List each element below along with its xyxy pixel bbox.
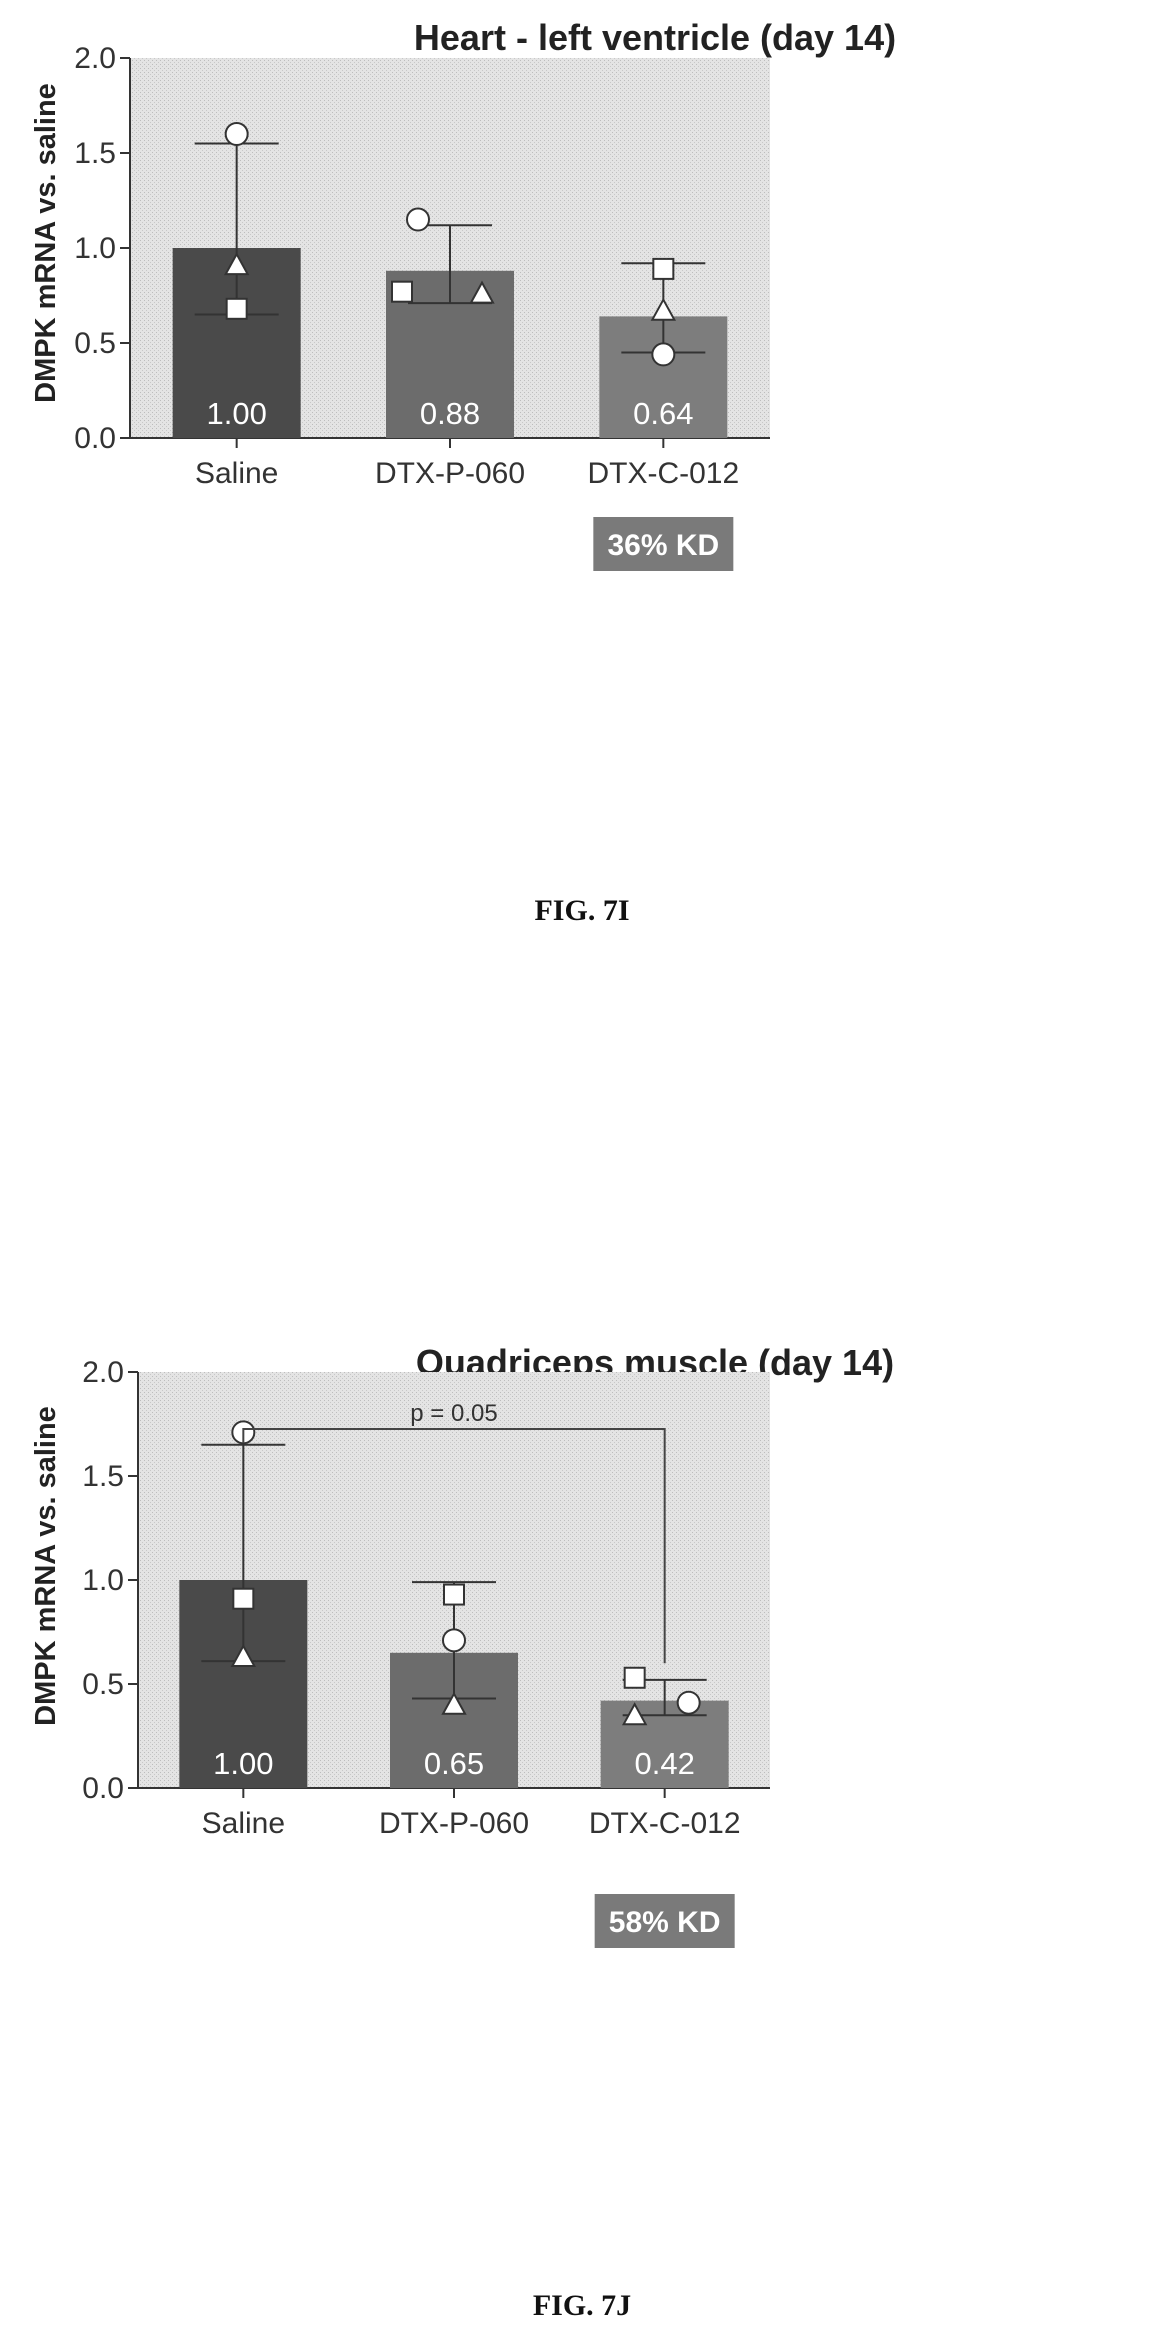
x-tick-label: DTX-P-060 [379, 1807, 529, 1840]
data-point-circle [224, 122, 249, 146]
figure-7i: Heart - left ventricle (day 14) DMPK mRN… [0, 0, 1164, 1000]
significance-label: p = 0.05 [410, 1400, 497, 1427]
data-point-circle [676, 1690, 701, 1715]
data-point-triangle [621, 1702, 648, 1726]
knockdown-badge [594, 1894, 735, 1948]
x-tick-label: Saline [202, 1807, 285, 1840]
data-point-triangle [469, 280, 495, 304]
data-label: 1.00 [206, 396, 266, 431]
data-label: 1.00 [213, 1746, 273, 1781]
plot-area: 0.0 0.5 1.0 1.5 2.0 Saline 1.00 DTX-P-060 0.88 DT… [74, 42, 770, 571]
data-point-square [232, 1587, 255, 1610]
data-point-triangle [230, 1643, 257, 1667]
data-point-square [391, 280, 413, 303]
chart-title: Heart - left ventricle (day 14) [414, 17, 896, 58]
data-point-triangle [223, 252, 250, 276]
y-tick-label: 0.5 [82, 1668, 124, 1701]
y-tick-label: 2.0 [74, 42, 116, 75]
data-point-square [443, 1583, 465, 1606]
data-point-square [623, 1666, 646, 1689]
data-point-circle [406, 207, 430, 232]
y-axis-label: DMPK mRNA vs. saline [30, 1406, 62, 1726]
figure-7j: Quadriceps muscle (day 14) DMPK mRNA vs.… [0, 1280, 1164, 2329]
knockdown-badge [593, 517, 734, 571]
data-label: 0.88 [420, 396, 480, 431]
data-point-circle [442, 1628, 466, 1653]
figure-caption: FIG. 7I [534, 894, 629, 927]
y-axis-label: DMPK mRNA vs. saline [30, 83, 62, 403]
y-tick-label: 1.5 [74, 137, 116, 170]
y-tick-label: 2.0 [82, 1356, 124, 1389]
data-point-square [652, 257, 675, 280]
data-point-triangle [650, 297, 677, 321]
significance-bracket [242, 1428, 666, 1664]
y-tick-label: 1.5 [82, 1460, 124, 1493]
x-tick-label: Saline [195, 457, 278, 490]
figure-caption: FIG. 7J [533, 2289, 631, 2322]
y-tick-label: 0.0 [74, 422, 116, 455]
y-tick-label: 0.0 [82, 1772, 124, 1805]
chart-heart-left-ventricle: Heart - left ventricle (day 14) DMPK mRN… [30, 17, 896, 927]
data-point-circle [651, 342, 676, 367]
x-tick-label: DTX-C-012 [589, 1807, 741, 1840]
x-tick-label: DTX-C-012 [587, 457, 739, 490]
plot-area: 0.0 0.5 1.0 1.5 2.0 Saline 1.00 DTX-P-060 0.65 DT… [82, 1356, 770, 1948]
data-label: 0.65 [424, 1746, 484, 1781]
knockdown-label: 36% KD [607, 529, 719, 562]
y-tick-label: 1.0 [74, 232, 116, 265]
x-tick-label: DTX-P-060 [375, 457, 525, 490]
y-tick-label: 1.0 [82, 1564, 124, 1597]
chart-quadriceps-muscle: Quadriceps muscle (day 14) DMPK mRNA vs.… [30, 1342, 894, 2322]
data-point-square [225, 297, 248, 320]
y-tick-label: 0.5 [74, 327, 116, 360]
data-label: 0.42 [634, 1746, 694, 1781]
data-point-triangle [441, 1691, 467, 1715]
data-label: 0.64 [633, 396, 693, 431]
knockdown-label: 58% KD [609, 1906, 721, 1939]
